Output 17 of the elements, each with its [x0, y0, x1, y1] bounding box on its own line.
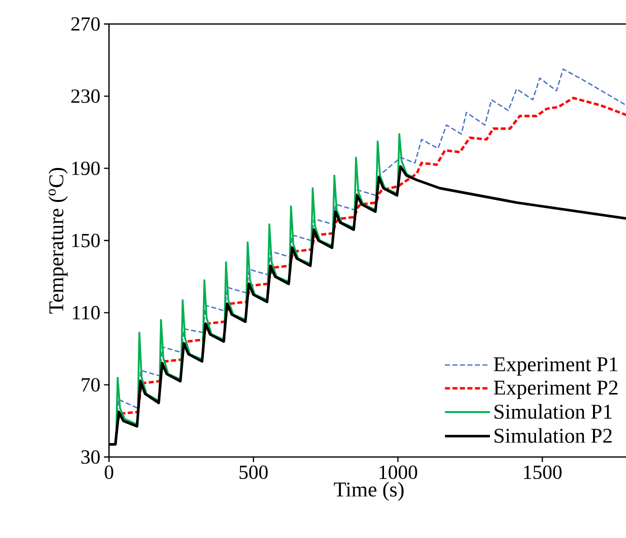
y-tick-label: 70	[82, 378, 100, 392]
x-axis-title: Time (s)	[334, 482, 404, 501]
legend-label: Experiment P2	[494, 380, 618, 400]
y-tick-label: 190	[72, 162, 100, 176]
y-axis-title: Temperature ($^{o}$C)	[48, 168, 68, 314]
y-tick-label: 270	[71, 17, 100, 31]
legend-label: Simulation P2	[494, 428, 612, 443]
legend-label: Experiment P1	[494, 357, 618, 376]
y-tick-label: 110	[72, 306, 100, 320]
x-tick-label: 0	[104, 466, 114, 480]
x-tick-label: 1000	[380, 466, 418, 480]
y-tick-label: 230	[71, 89, 100, 103]
legend-label: Simulation P1	[494, 404, 612, 419]
y-tick-label: 150	[72, 234, 100, 248]
y-tick-label: 30	[81, 450, 100, 464]
x-tick-label: 500	[240, 466, 268, 480]
x-tick-label: 1500	[524, 466, 562, 480]
